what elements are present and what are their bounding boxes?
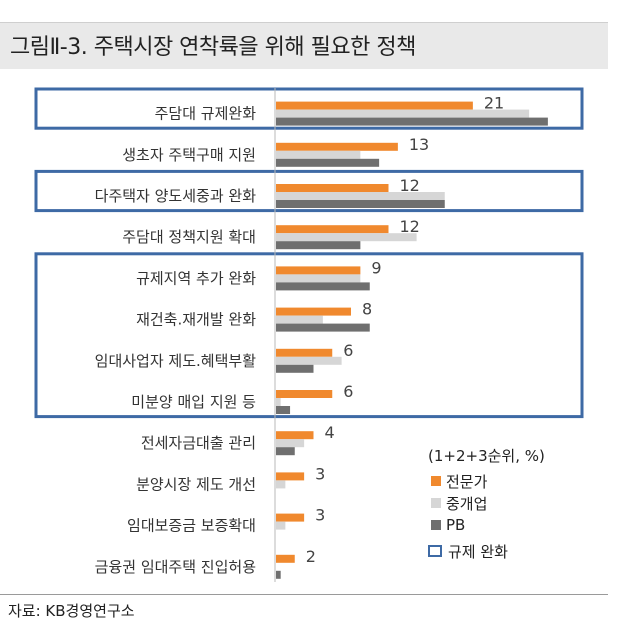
title-band: 그림Ⅱ-3. 주택시장 연착륙을 위해 필요한 정책 [0,22,608,69]
category-label: 금융권 임대주택 진입허용 [95,558,256,576]
figure-title: 그림Ⅱ-3. 주택시장 연착륙을 위해 필요한 정책 [10,35,416,60]
data-label: 3 [315,506,325,525]
bar-expert [276,142,398,151]
category-label: 전세자금대출 관리 [141,434,256,452]
bar-broker [276,274,361,283]
legend-swatch-expert [431,476,441,486]
data-label: 6 [343,341,353,360]
bar-pb [276,406,291,414]
bar-expert [276,472,305,481]
highlight-box-1 [34,169,584,213]
category-label: 분양시장 제도 개선 [136,475,256,493]
data-label: 9 [371,258,381,277]
bar-expert [276,225,389,234]
data-label: 3 [315,464,325,483]
category-label: 미분양 매입 지원 등 [131,393,256,411]
legend-swatch-highlight [428,545,442,557]
bar-broker [276,480,286,489]
bar-expert [276,184,389,192]
chart-area: 주담대 규제완화 21 생초자 주택구매 지원 13 다주택자 양도세중과 완화 12 주담… [34,87,584,582]
legend-swatch-pb [431,520,441,530]
bar-broker [276,315,323,324]
bar-broker [276,398,281,406]
legend-label-pb: PB [446,516,466,534]
bar-expert [276,390,333,398]
bar-pb [276,447,295,456]
data-label: 21 [484,94,504,113]
category-label: 주담대 규제완화 [155,105,257,123]
bar-broker [276,109,530,118]
legend-item-expert: 전문가 [428,470,545,492]
bar-expert [276,431,314,440]
bar-pb [276,200,445,208]
category-label: 생초자 주택구매 지원 [122,146,256,164]
bar-pb [276,282,370,291]
data-label: 12 [400,176,420,195]
bar-broker [276,150,361,159]
data-label: 8 [362,300,372,319]
data-label: 6 [343,382,353,401]
bar-broker [276,521,286,530]
highlight-box-2 [34,252,584,419]
bar-pb [276,241,361,250]
bar-pb [276,158,380,167]
category-label: 임대사업자 제도.혜택부활 [95,352,257,370]
bar-expert [276,513,305,522]
highlight-box-0 [34,87,584,130]
bar-pb [276,570,281,579]
bar-expert [276,101,473,110]
bar-expert [276,266,361,275]
category-label: 주담대 정책지원 확대 [122,228,256,246]
data-label: 4 [325,423,335,442]
category-label: 규제지역 추가 완화 [136,269,256,287]
bar-expert [276,307,351,316]
legend-label-broker: 중개업 [446,494,488,513]
bottom-rule [0,594,608,595]
data-label: 12 [400,217,420,236]
bar-expert [276,348,333,357]
legend-item-broker: 중개업 [428,492,545,514]
category-label: 임대보증금 보증확대 [127,517,256,535]
data-label: 13 [409,135,429,154]
legend-item-pb: PB [428,514,545,536]
legend: (1+2+3순위, %) 전문가 중개업 PB 규제 완화 [428,445,545,562]
legend-note: (1+2+3순위, %) [428,447,545,465]
category-label: 다주택자 양도세중과 완화 [95,187,257,205]
legend-item-highlight: 규제 완화 [428,540,545,562]
bar-broker [276,439,305,448]
legend-swatch-broker [431,498,441,508]
bar-expert [276,554,295,563]
bar-broker [276,192,445,200]
source-note: 자료: KB경영연구소 [8,602,135,620]
bar-broker [276,356,342,365]
bar-pb [276,117,548,126]
bar-pb [276,323,370,332]
data-label: 2 [306,547,316,566]
bar-pb [276,364,314,373]
category-label: 재건축.재개발 완화 [136,311,256,329]
legend-label-highlight: 규제 완화 [448,542,508,561]
legend-label-expert: 전문가 [446,472,488,491]
bar-broker [276,233,417,242]
